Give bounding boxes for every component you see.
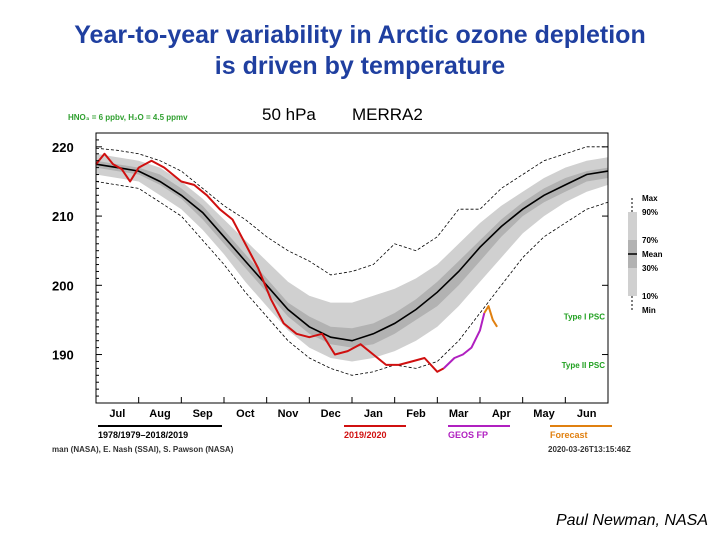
ozone-temperature-chart: 190 200 210 220 Jul Aug Sep Oct Nov Dec Jan Feb Mar… [52,105,663,454]
series-line-3 [483,305,498,328]
x-axis: Jul Aug Sep Oct Nov Dec Jan Feb Mar Apr May Jun [109,397,597,420]
x-tick-label: Dec [321,408,341,420]
band-legend: Max 90% 70% Mean 30% 10% Min [628,194,663,315]
climatology-bands [96,153,608,362]
y-tick-label: 220 [52,140,74,155]
series-lines [95,146,609,376]
legend-band-label-1: 90% [642,208,658,217]
chart-footer-right: 2020-03-26T13:15:46Z [548,445,631,454]
x-tick-label: Oct [236,408,255,420]
legend-band-label-2: 70% [642,236,658,245]
legend-band-swatch-3 [628,268,637,296]
chart-header-left: HNO₃ = 6 ppbv, H₂O = 4.5 ppmv [68,113,188,122]
mean-line [95,163,609,342]
legend-band-label-5: 10% [642,292,658,301]
psc-threshold-label-0: Type I PSC [564,312,605,321]
series-legend-label-3: Forecast [550,430,588,440]
legend-band-label-4: 30% [642,264,658,273]
legend-band-swatch-1 [628,212,637,240]
slide-title-line-2: is driven by temperature [214,52,506,80]
legend-band-label-3: Mean [642,250,663,259]
y-tick-label: 190 [52,348,74,363]
legend-band-label-0: Max [642,194,658,203]
x-tick-label: Feb [406,408,426,420]
image-credit: Paul Newman, NASA [555,512,708,529]
slide-title-line-1: Year-to-year variability in Arctic ozone… [74,21,646,49]
series-line-2 [443,312,486,370]
series-line-1 [95,152,445,373]
x-tick-label: Jun [577,408,597,420]
x-tick-label: Mar [449,408,469,420]
x-tick-label: Jan [364,408,383,420]
x-tick-label: Nov [278,408,300,420]
x-tick-label: Jul [109,408,125,420]
series-legend: 1978/1979–2018/2019 2019/2020 GEOS FP Forec… [98,425,612,440]
x-tick-label: May [533,408,555,420]
legend-band-label-6: Min [642,306,656,315]
x-tick-label: Sep [193,408,213,420]
x-tick-label: Apr [492,408,512,420]
series-legend-label-1: 2019/2020 [344,430,387,440]
psc-thresholds: Type I PSC Type II PSC [562,312,606,369]
chart-dataset: MERRA2 [352,105,423,124]
y-tick-label: 210 [52,209,74,224]
y-tick-label: 200 [52,278,74,293]
y-axis: 190 200 210 220 [52,132,608,404]
series-legend-label-2: GEOS FP [448,430,488,440]
x-tick-label: Aug [149,408,170,420]
chart-footer-left: man (NASA), E. Nash (SSAI), S. Pawson (N… [52,445,234,454]
chart-level: 50 hPa [262,105,316,124]
min-line [95,181,609,376]
psc-threshold-label-1: Type II PSC [562,361,606,370]
slide-title: Year-to-year variability in Arctic ozone… [0,20,720,82]
series-legend-label-0: 1978/1979–2018/2019 [98,430,188,440]
